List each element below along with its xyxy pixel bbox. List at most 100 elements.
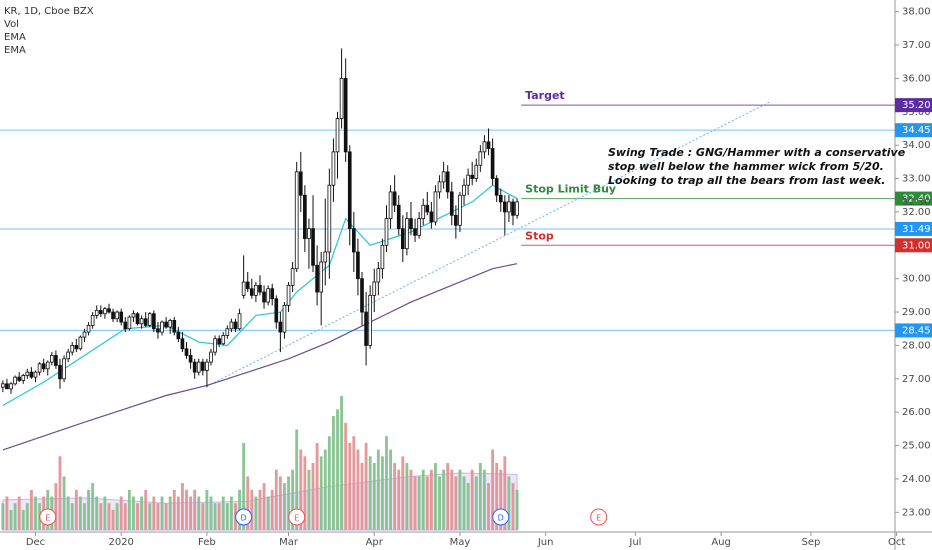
volume-bar [95,496,99,530]
volume-bar [332,416,335,530]
volume-bar [62,476,66,530]
y-tick-label: 30.00 [902,274,931,285]
candle-body [50,355,54,363]
candle-body [417,218,421,236]
price-tag [895,191,932,206]
price-tag [895,123,932,138]
volume-bar [209,496,213,530]
candle-body [29,371,34,378]
volume-bar [58,456,62,530]
candle-body [352,228,356,253]
candle-body [86,325,91,333]
candle-body [94,309,99,316]
volume-bar [21,509,25,530]
volume-bar [91,483,95,530]
volume-bar [111,509,115,530]
volume-bar [17,496,21,530]
event-label: E [45,514,50,523]
volume-bar [250,489,254,530]
y-tick-label: 35.00 [902,107,931,118]
candle-body [503,201,507,213]
indicator-label: Vol [4,19,19,30]
x-tick-label: Dec [26,537,45,548]
volume-bar [197,496,201,530]
candle-body [360,278,364,313]
volume-bar [474,476,478,530]
candle-body [237,313,242,330]
candle-body [396,204,401,230]
volume-bar [34,496,37,530]
volume-bar [295,429,299,530]
volume-bar [74,489,78,530]
y-tick-label: 33.00 [902,174,931,185]
volume-bar [487,483,490,530]
candle-body [405,218,409,250]
volume-bar [193,489,197,530]
volume-bar [344,422,348,530]
x-tick-label: Apr [366,537,384,548]
event-label: E [596,514,601,523]
volume-bar [9,509,13,530]
event-label: E [294,514,299,523]
candle-body [466,174,470,186]
volume-bar [185,489,188,530]
candle-body [241,281,246,296]
candle-body [400,228,405,250]
y-tick-label: 36.00 [902,73,931,84]
volume-bar [278,476,282,530]
volume-bar [270,489,274,530]
x-tick-label: May [450,537,471,548]
candle-body [258,284,262,293]
event-marker [288,508,306,526]
candle-body [78,336,83,350]
candle-body [196,361,201,373]
candle-body [388,191,393,220]
volume-bar [5,496,9,530]
volume-bar [380,456,384,530]
volume-bar [495,463,499,530]
volume-bar [413,476,417,530]
candle-body [433,191,438,223]
x-tick-label: Oct [888,537,905,548]
candle-body [449,191,454,216]
volume-bar [364,442,368,530]
candle-body [21,375,26,381]
volume-bar [246,476,250,530]
candle-body [90,314,95,326]
candle-body [225,328,230,336]
price-tag [895,323,932,338]
candle-body [311,228,315,266]
volume-bar [515,489,519,530]
y-tick-label: 28.00 [902,340,931,351]
candle-body [315,264,319,293]
candle-body [123,321,128,330]
price-tag-label: 31.49 [902,224,931,235]
volume-bar [389,449,392,530]
volume-bar [189,496,193,530]
candle-body [58,365,62,380]
candle-body [54,355,58,366]
candle-body [290,268,295,286]
volume-bar [83,503,86,530]
candle-body [9,383,13,390]
candle-body [180,338,185,350]
y-tick-label: 38.00 [902,7,931,18]
candle-body [107,308,111,313]
volume-bar [242,442,246,530]
x-tick-label: Mar [279,537,299,548]
candle-body [270,288,275,300]
candle-body [172,320,177,333]
candle-body [327,184,332,253]
event-marker [235,508,253,526]
volume-bar [499,469,503,530]
candle-body [143,318,148,326]
candle-body [135,313,140,325]
volume-bar [103,496,107,530]
candle-body [266,288,270,303]
price-tag [895,221,932,236]
candle-body [70,345,75,353]
y-tick-label: 25.00 [902,441,931,452]
trade-level-label: Stop Limit Buy [525,183,616,196]
volume-bar [213,503,217,530]
